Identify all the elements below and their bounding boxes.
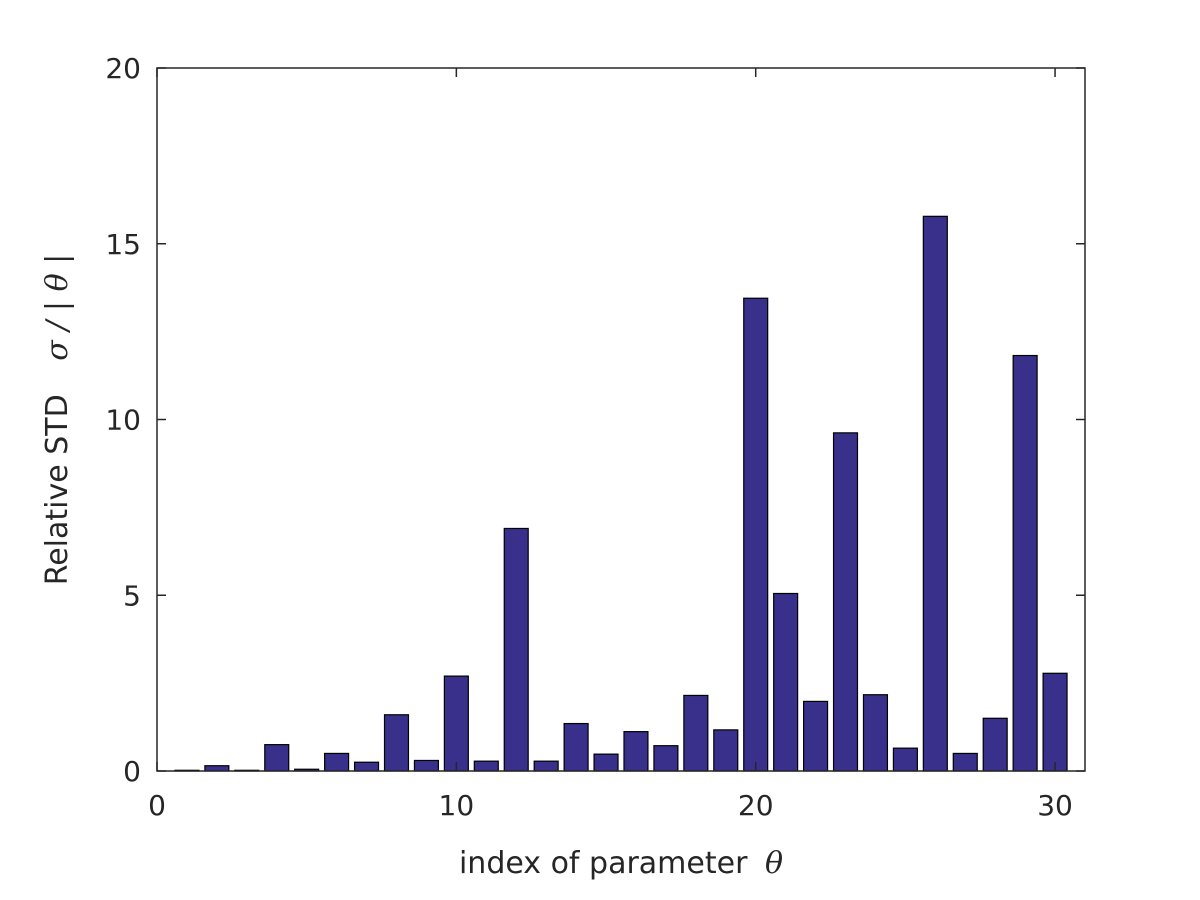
bar-23	[832, 432, 859, 772]
bar-21	[773, 592, 799, 772]
bar-8	[383, 714, 410, 772]
bar-13	[533, 760, 559, 772]
x-tick-label-0: 0	[148, 789, 166, 822]
bar-26	[922, 215, 948, 772]
bar-25	[892, 747, 918, 772]
bar-9	[413, 759, 439, 772]
x-tick-label-10: 10	[439, 789, 475, 822]
x-axis-label-symbol: θ	[765, 846, 783, 881]
bar-28	[982, 717, 1008, 772]
y-axis-label-symbol: σ / | θ |	[40, 254, 75, 361]
bar-10	[443, 675, 469, 772]
bar-22	[803, 700, 829, 772]
x-tick-label-30: 30	[1037, 789, 1073, 822]
ticks-layer: 0 10 20 30 0 5 10 15 20	[105, 52, 1085, 822]
bar-4	[264, 744, 290, 772]
bar-6	[324, 752, 350, 772]
bar-7	[353, 761, 380, 772]
y-axis-label-text: Relative STD	[40, 394, 75, 585]
bar-20	[743, 297, 769, 772]
bar-16	[623, 731, 649, 772]
bar-2	[204, 765, 230, 772]
bars-layer	[174, 215, 1068, 772]
bar-29	[1012, 354, 1038, 772]
y-tick-label-10: 10	[105, 404, 141, 437]
bar-12	[503, 527, 529, 772]
x-tick-label-20: 20	[738, 789, 774, 822]
x-axis-label: index of parameter θ	[459, 846, 783, 881]
y-tick-label-5: 5	[123, 579, 141, 612]
y-tick-label-15: 15	[105, 228, 141, 261]
bar-14	[563, 722, 589, 772]
bar-11	[473, 760, 499, 772]
bar-15	[593, 753, 619, 772]
y-tick-label-20: 20	[105, 52, 141, 85]
y-tick-label-0: 0	[123, 755, 141, 788]
bar-24	[862, 694, 889, 772]
bar-27	[952, 752, 978, 772]
bar-19	[713, 729, 739, 772]
bar-18	[683, 694, 709, 772]
bar-17	[653, 745, 679, 772]
y-axis-label: Relative STD σ / | θ |	[40, 254, 75, 586]
bar-30	[1042, 672, 1068, 772]
x-axis-label-text: index of parameter	[459, 846, 748, 881]
